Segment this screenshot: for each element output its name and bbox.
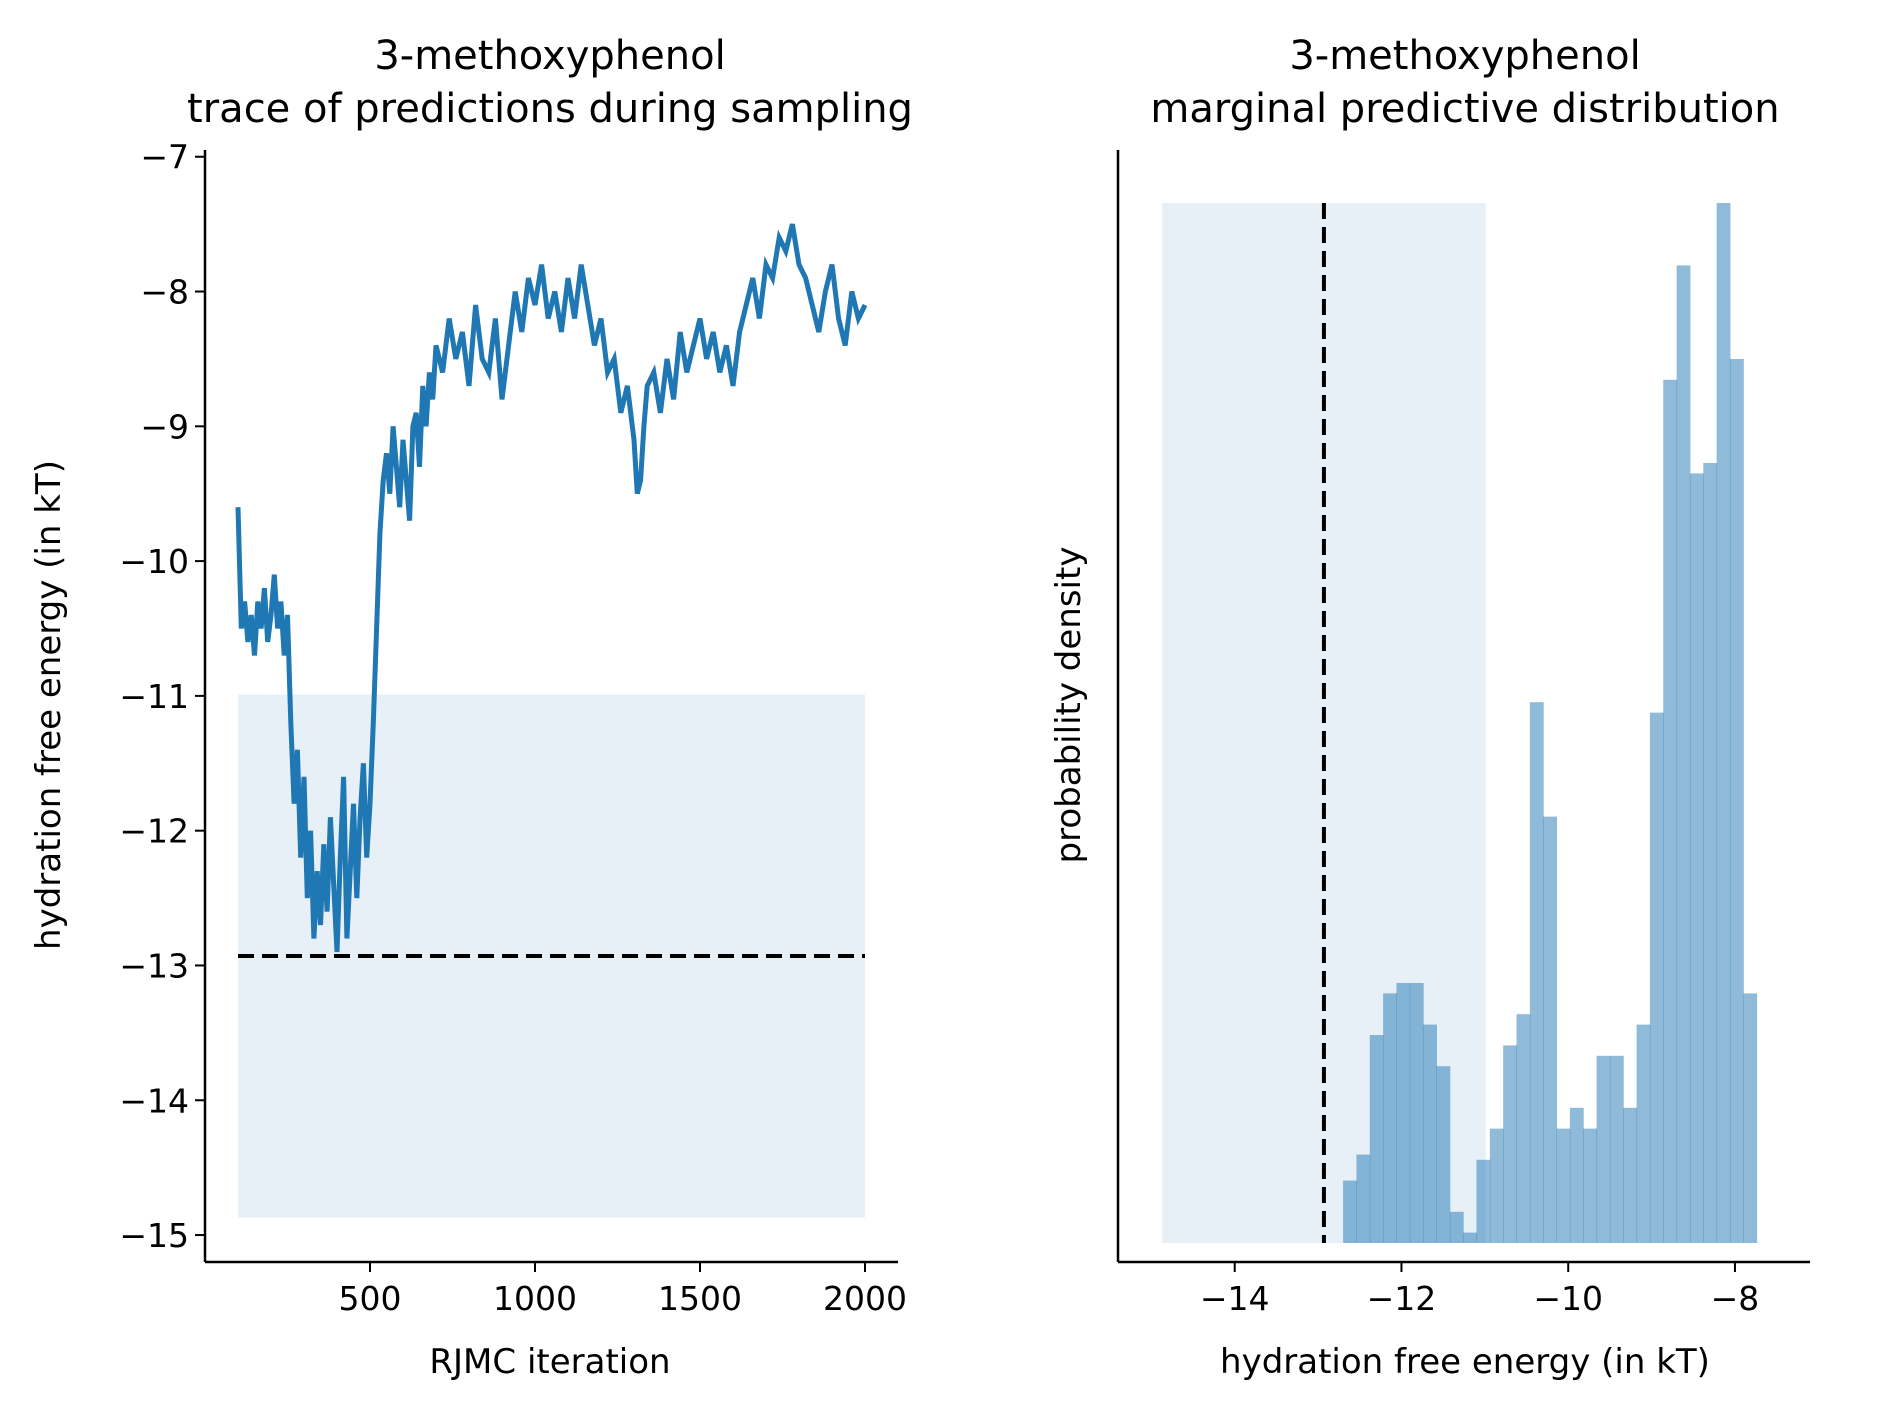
histogram-bar	[1716, 203, 1731, 1243]
histogram-bar	[1396, 983, 1411, 1243]
histogram-bar	[1369, 1035, 1384, 1243]
histogram-bar	[1503, 1045, 1518, 1243]
histogram-bar	[1703, 463, 1718, 1243]
histogram-bar	[1649, 712, 1664, 1243]
histogram-bar	[1689, 473, 1704, 1243]
trace-panel: 3-methoxyphenol trace of predictions dur…	[29, 33, 913, 1382]
x-tick-label: 500	[339, 1279, 402, 1318]
histogram-bar	[1476, 1159, 1491, 1243]
trace-title-line2: trace of predictions during sampling	[187, 86, 913, 132]
trace-title-line1: 3-methoxyphenol	[374, 33, 725, 79]
dist-x-ticks: −14 −12 −10 −8	[1200, 1262, 1759, 1318]
dist-y-axis-label: probability density	[1049, 547, 1089, 864]
histogram-bar	[1436, 1066, 1451, 1243]
x-tick-label: −12	[1367, 1279, 1437, 1318]
histogram-bar	[1516, 1014, 1531, 1243]
histogram-bar	[1676, 265, 1691, 1243]
x-tick-label: −8	[1711, 1279, 1760, 1318]
y-tick-label: −14	[119, 1081, 189, 1120]
histogram-bar	[1489, 1128, 1504, 1243]
trace-axes	[203, 150, 898, 1264]
histogram-bars	[1343, 203, 1758, 1243]
histogram-bar	[1423, 1024, 1437, 1243]
histogram-bar	[1743, 993, 1758, 1243]
histogram-bar	[1356, 1154, 1371, 1243]
trace-line	[235, 223, 868, 953]
y-tick-label: −12	[119, 812, 189, 851]
histogram-bar	[1729, 359, 1744, 1243]
x-tick-label: 1000	[493, 1279, 577, 1318]
x-tick-label: −10	[1533, 1279, 1603, 1318]
histogram-bar	[1609, 1055, 1624, 1243]
trace-x-axis-label: RJMC iteration	[429, 1342, 670, 1382]
histogram-bar	[1556, 1128, 1571, 1243]
x-tick-label: −14	[1200, 1279, 1270, 1318]
dist-title-line2: marginal predictive distribution	[1150, 86, 1779, 132]
histogram-bar	[1596, 1055, 1611, 1243]
y-tick-label: −13	[119, 946, 189, 985]
histogram-bar	[1636, 1024, 1651, 1243]
histogram-bar	[1583, 1128, 1598, 1243]
y-tick-label: −11	[119, 677, 189, 716]
histogram-bar	[1449, 1211, 1464, 1243]
distribution-panel: 3-methoxyphenol marginal predictive dist…	[1049, 33, 1810, 1382]
y-tick-label: −15	[119, 1216, 189, 1255]
trace-series-line	[235, 223, 868, 953]
dist-title-line1: 3-methoxyphenol	[1289, 33, 1640, 79]
histogram-bar	[1663, 379, 1678, 1243]
y-tick-label: −8	[140, 273, 189, 312]
dist-axes	[1116, 150, 1810, 1264]
dist-x-axis-label: hydration free energy (in kT)	[1220, 1342, 1710, 1382]
trace-y-axis-label: hydration free energy (in kT)	[29, 460, 69, 950]
histogram-bar	[1543, 816, 1558, 1243]
y-tick-label: −9	[140, 407, 189, 446]
histogram-bar	[1463, 1232, 1478, 1243]
y-tick-label: −10	[119, 542, 189, 581]
y-tick-label: −7	[140, 138, 189, 177]
histogram-bar	[1529, 702, 1544, 1243]
x-tick-label: 2000	[823, 1279, 907, 1318]
histogram-bar	[1343, 1180, 1357, 1243]
trace-x-ticks: 500 1000 1500 2000	[339, 1262, 907, 1318]
x-tick-label: 1500	[658, 1279, 742, 1318]
histogram-bar	[1409, 983, 1424, 1243]
histogram-bar	[1383, 993, 1397, 1243]
histogram-bar	[1569, 1107, 1584, 1243]
histogram-bar	[1623, 1107, 1638, 1243]
trace-y-ticks: −15 −14 −13 −12 −11 −10 −9 −8 −7	[119, 138, 205, 1255]
